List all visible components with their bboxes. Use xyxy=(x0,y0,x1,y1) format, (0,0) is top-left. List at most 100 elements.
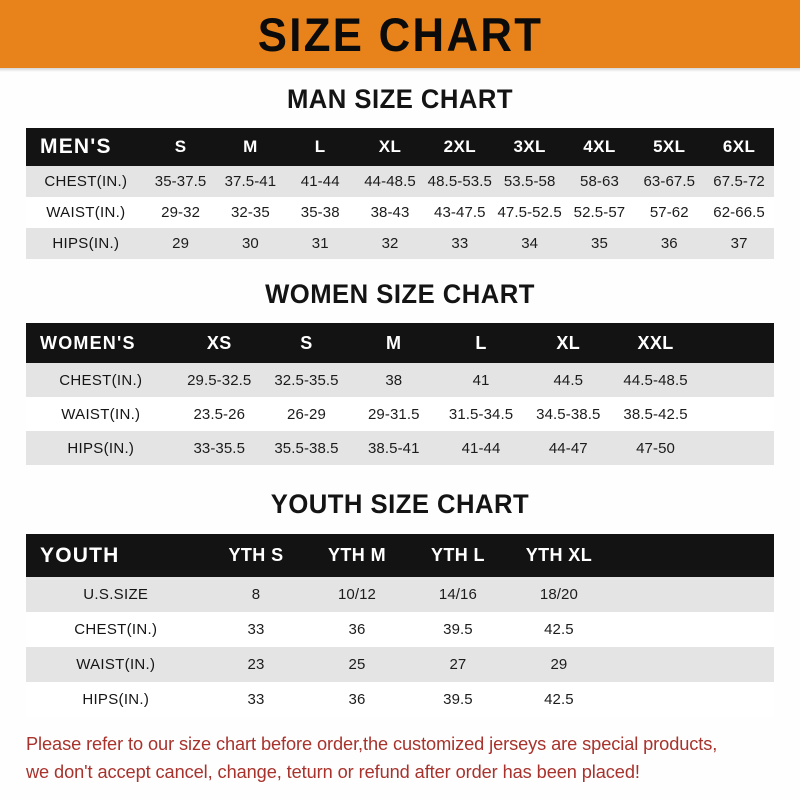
table-cell-spacer xyxy=(699,397,774,431)
youth-size-header-yth-m: YTH M xyxy=(327,545,386,565)
section-youth: YOUTH SIZE CHART YOUTH YTH S YTH M YTH L YTH… xyxy=(26,465,774,717)
table-cell: 33 xyxy=(247,621,265,638)
table-cell: 25 xyxy=(348,656,366,673)
women-size-header-l: L xyxy=(475,332,487,353)
table-cell: 39.5 xyxy=(443,621,473,638)
table-cell: 10/12 xyxy=(337,586,376,603)
women-size-header-xs: XS xyxy=(206,332,232,353)
table-cell: 44-48.5 xyxy=(364,173,416,190)
table-row: HIPS(IN.) 33 36 39.5 42.5 xyxy=(26,682,774,717)
table-cell: 44.5 xyxy=(553,371,584,389)
table-row: HIPS(IN.) 33-35.5 35.5-38.5 38.5-41 41-44 44-… xyxy=(26,431,774,465)
table-cell: 44.5-48.5 xyxy=(623,371,688,389)
page-banner: SIZE CHART xyxy=(0,0,800,72)
youth-size-header-yth-xl: YTH XL xyxy=(525,545,593,565)
man-corner-label: MEN'S xyxy=(40,135,112,158)
page-title: SIZE CHART xyxy=(257,7,543,61)
table-row: WAIST(IN.) 23.5-26 26-29 29-31.5 31.5-34.5 34… xyxy=(26,397,774,431)
table-cell: 67.5-72 xyxy=(713,173,765,190)
youth-size-header-yth-l: YTH L xyxy=(430,545,485,565)
table-cell: 32.5-35.5 xyxy=(274,371,339,389)
table-cell: 38 xyxy=(385,371,403,389)
table-cell: 29.5-32.5 xyxy=(187,371,252,389)
man-size-header-3xl: 3XL xyxy=(513,137,546,156)
table-cell: 35.5-38.5 xyxy=(274,439,339,457)
table-cell-spacer xyxy=(609,577,774,612)
table-cell: 42.5 xyxy=(544,691,574,708)
table-cell: 35 xyxy=(591,235,608,252)
women-size-header-xxl: XXL xyxy=(637,332,674,353)
table-cell-spacer xyxy=(609,612,774,647)
table-cell-spacer xyxy=(609,647,774,682)
youth-row-label-1: CHEST(IN.) xyxy=(74,621,158,638)
table-cell: 41 xyxy=(472,371,490,389)
women-header-row: WOMEN'S XS S M L XL XXL xyxy=(26,323,774,363)
man-header-row: MEN'S S M L XL 2XL 3XL 4XL 5XL 6XL xyxy=(26,128,774,166)
table-cell: 47-50 xyxy=(636,439,675,457)
man-size-header-m: M xyxy=(243,137,258,156)
youth-header-spacer xyxy=(609,534,774,577)
table-cell: 23.5-26 xyxy=(193,405,246,423)
table-cell: 43-47.5 xyxy=(434,204,486,221)
table-cell: 48.5-53.5 xyxy=(427,173,492,190)
table-cell: 36 xyxy=(660,235,678,252)
women-header-spacer xyxy=(699,323,774,363)
table-cell: 29 xyxy=(172,235,190,252)
women-size-header-s: S xyxy=(300,332,313,353)
table-cell: 58-63 xyxy=(580,173,619,190)
table-cell: 36 xyxy=(348,691,366,708)
section-man: MAN SIZE CHART MEN'S S M L XL 2XL 3XL 4XL 5XL 6XL… xyxy=(26,68,774,259)
table-cell: 37 xyxy=(730,235,748,252)
youth-row-label-2: WAIST(IN.) xyxy=(76,656,156,673)
youth-row-label-3: HIPS(IN.) xyxy=(82,691,150,708)
table-cell: 33 xyxy=(451,235,469,252)
man-size-header-6xl: 6XL xyxy=(722,137,756,156)
table-row: CHEST(IN.) 35-37.5 37.5-41 41-44 44-48.5 48.5… xyxy=(26,166,774,197)
table-cell: 26-29 xyxy=(287,405,326,423)
section-title-man: MAN SIZE CHART xyxy=(286,84,514,114)
table-cell: 41-44 xyxy=(300,173,340,190)
women-row-label-2: HIPS(IN.) xyxy=(67,439,135,457)
women-size-table: WOMEN'S XS S M L XL XXL CHEST(IN.) 29.5-32.5 32.5… xyxy=(26,323,774,465)
youth-row-label-0: U.S.SIZE xyxy=(83,586,149,603)
table-cell: 44-47 xyxy=(548,439,588,457)
table-row: U.S.SIZE 8 10/12 14/16 18/20 xyxy=(26,577,774,612)
table-row: CHEST(IN.) 33 36 39.5 42.5 xyxy=(26,612,774,647)
table-cell: 42.5 xyxy=(544,621,574,638)
table-cell: 38-43 xyxy=(370,204,410,221)
women-row-label-0: CHEST(IN.) xyxy=(59,371,143,389)
section-women: WOMEN SIZE CHART WOMEN'S XS S M L XL XXL CHEST(… xyxy=(26,259,774,465)
table-cell: 52.5-57 xyxy=(573,204,626,221)
table-cell: 31.5-34.5 xyxy=(448,405,514,423)
table-cell: 62-66.5 xyxy=(713,204,765,221)
man-size-header-l: L xyxy=(314,137,326,156)
man-row-label-0: CHEST(IN.) xyxy=(44,173,128,190)
table-cell: 27 xyxy=(449,656,467,673)
man-row-label-1: WAIST(IN.) xyxy=(46,204,126,221)
section-title-youth: YOUTH SIZE CHART xyxy=(270,489,530,519)
youth-size-header-yth-s: YTH S xyxy=(228,545,284,565)
table-cell: 30 xyxy=(241,235,259,252)
table-cell: 63-67.5 xyxy=(643,173,696,190)
table-cell: 23 xyxy=(247,656,265,673)
table-cell: 38.5-41 xyxy=(367,439,420,457)
man-size-table: MEN'S S M L XL 2XL 3XL 4XL 5XL 6XL CHEST(IN.) 35-37… xyxy=(26,128,774,259)
table-cell: 53.5-58 xyxy=(503,173,556,190)
table-cell: 32-35 xyxy=(230,204,270,221)
man-size-header-4xl: 4XL xyxy=(583,137,616,156)
table-cell: 34 xyxy=(521,235,539,252)
man-size-header-5xl: 5XL xyxy=(653,137,686,156)
youth-header-row: YOUTH YTH S YTH M YTH L YTH XL xyxy=(26,534,774,577)
women-size-header-xl: XL xyxy=(556,332,581,353)
youth-size-table: YOUTH YTH S YTH M YTH L YTH XL U.S.SIZE 8 10/12… xyxy=(26,534,774,717)
table-cell: 8 xyxy=(251,586,261,603)
table-cell: 32 xyxy=(381,235,399,252)
table-row: HIPS(IN.) 29 30 31 32 33 34 35 36 37 xyxy=(26,228,774,259)
table-cell: 29-31.5 xyxy=(367,405,420,423)
table-row: WAIST(IN.) 23 25 27 29 xyxy=(26,647,774,682)
table-cell: 18/20 xyxy=(539,586,578,603)
table-cell: 35-37.5 xyxy=(154,173,207,190)
table-cell: 29 xyxy=(550,656,568,673)
table-cell: 33 xyxy=(247,691,265,708)
